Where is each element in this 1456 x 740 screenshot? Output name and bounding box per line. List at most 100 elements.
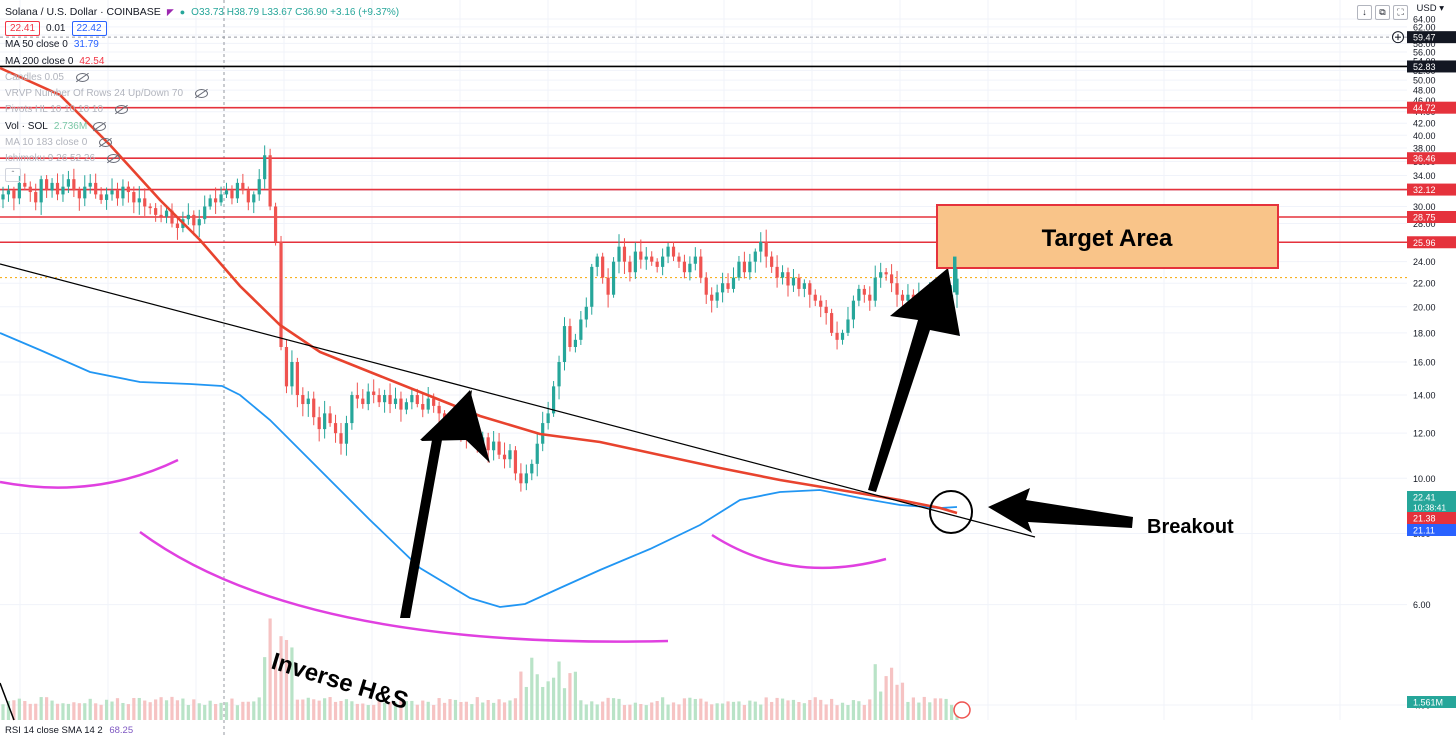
volume-bar xyxy=(536,674,539,720)
candle-body xyxy=(846,319,849,332)
volume-bar xyxy=(917,703,920,720)
price-tick-label: 34.00 xyxy=(1413,171,1436,181)
candle-body xyxy=(634,252,637,273)
volume-bar xyxy=(334,702,337,720)
candle-body xyxy=(574,340,577,347)
currency-selector[interactable]: USD ▾ xyxy=(1417,3,1444,14)
candle-body xyxy=(803,283,806,289)
ask-price[interactable]: 22.42 xyxy=(72,21,107,36)
volume-bar xyxy=(361,704,364,720)
breakout-label: Breakout xyxy=(1147,516,1234,538)
price-tick-label: 22.00 xyxy=(1413,279,1436,289)
volume-bar xyxy=(339,701,342,720)
indicator-row[interactable]: Candles 0.05 xyxy=(5,69,399,85)
volume-bar xyxy=(868,699,871,720)
candle-body xyxy=(503,455,506,460)
bid-price[interactable]: 22.41 xyxy=(5,21,40,36)
volume-bar xyxy=(94,703,97,720)
volume-bar xyxy=(552,678,555,720)
arrow-down-icon[interactable]: ↓ xyxy=(1357,5,1372,20)
hidden-eye-icon[interactable] xyxy=(76,73,89,82)
candle-body xyxy=(187,215,190,219)
candle-body xyxy=(285,347,288,386)
flag-badge xyxy=(954,702,970,718)
candle-body xyxy=(345,423,348,444)
candle-body xyxy=(105,194,108,200)
symbol-title[interactable]: Solana / U.S. Dollar · COINBASE xyxy=(5,6,161,18)
level-price-label: 52.83 xyxy=(1413,62,1436,72)
candle-body xyxy=(650,257,653,262)
trendline xyxy=(0,264,1035,537)
price-tick-label: 20.00 xyxy=(1413,302,1436,312)
level-price-label: 25.96 xyxy=(1413,238,1436,248)
volume-bar xyxy=(705,702,708,720)
price-tag-label: 22.41 xyxy=(1413,493,1436,503)
indicator-row[interactable]: VRVP Number Of Rows 24 Up/Down 70 xyxy=(5,85,399,101)
right-shoulder-arc xyxy=(712,535,886,568)
fullscreen-icon[interactable]: ⛶ xyxy=(1393,5,1408,20)
candle-body xyxy=(530,464,533,474)
volume-bar xyxy=(596,704,599,720)
copy-icon[interactable]: ⧉ xyxy=(1375,5,1390,20)
indicator-label: Candles 0.05 xyxy=(5,72,64,83)
indicator-value: 2.736M xyxy=(54,121,87,132)
volume-bar xyxy=(846,705,849,720)
volume-bar xyxy=(323,698,326,720)
volume-bar xyxy=(29,704,32,720)
candle-body xyxy=(661,257,664,267)
volume-bar xyxy=(132,698,135,720)
collapse-legend-button[interactable]: ˆ xyxy=(5,168,21,182)
candle-body xyxy=(666,247,669,257)
candle-body xyxy=(50,183,53,191)
candle-body xyxy=(808,283,811,295)
volume-bar xyxy=(666,705,669,720)
candle-body xyxy=(694,257,697,264)
indicator-row[interactable]: MA 10 183 close 0 xyxy=(5,134,399,150)
spread-value: 0.01 xyxy=(46,23,65,34)
volume-bar xyxy=(885,676,888,720)
candle-body xyxy=(754,252,757,262)
candle-body xyxy=(830,313,833,333)
volume-bar xyxy=(416,705,419,720)
hidden-eye-icon[interactable] xyxy=(195,89,208,98)
volume-bar xyxy=(443,703,446,720)
candle-body xyxy=(710,295,713,301)
volume-bar xyxy=(170,697,173,720)
left-arrow-breakout xyxy=(988,488,1133,533)
candle-body xyxy=(165,211,168,217)
candle-body xyxy=(585,307,588,320)
hidden-eye-icon[interactable] xyxy=(115,105,128,114)
candle-body xyxy=(765,242,768,257)
volume-bar xyxy=(225,702,228,720)
volume-bar xyxy=(410,701,413,720)
volume-bar xyxy=(890,668,893,720)
hidden-eye-icon[interactable] xyxy=(107,154,120,163)
volume-bar xyxy=(792,700,795,720)
volume-bar xyxy=(623,705,626,720)
indicator-label: MA 200 close 0 xyxy=(5,56,73,67)
candle-body xyxy=(367,392,370,405)
price-tag-label: 21.38 xyxy=(1413,514,1436,524)
price-tick-label: 24.00 xyxy=(1413,257,1436,267)
candle-body xyxy=(334,423,337,433)
volume-bar xyxy=(497,699,500,720)
candle-body xyxy=(7,191,10,195)
volume-bar xyxy=(214,704,217,720)
indicator-row[interactable]: Ichimoku 9 26 52 26 xyxy=(5,151,399,167)
volume-bar xyxy=(432,705,435,720)
volume-bar xyxy=(912,697,915,720)
chart-controls: ↓ ⧉ ⛶ xyxy=(1357,5,1408,20)
hidden-eye-icon[interactable] xyxy=(93,122,106,131)
volume-bar xyxy=(808,700,811,720)
hidden-eye-icon[interactable] xyxy=(99,138,112,147)
candle-body xyxy=(563,326,566,362)
indicator-row[interactable]: Pivots HL 10 10 10 10 xyxy=(5,102,399,118)
candle-body xyxy=(318,417,321,429)
candle-body xyxy=(372,392,375,396)
volume-bar xyxy=(100,705,103,720)
volume-bar xyxy=(825,704,828,720)
candle-body xyxy=(487,437,490,450)
